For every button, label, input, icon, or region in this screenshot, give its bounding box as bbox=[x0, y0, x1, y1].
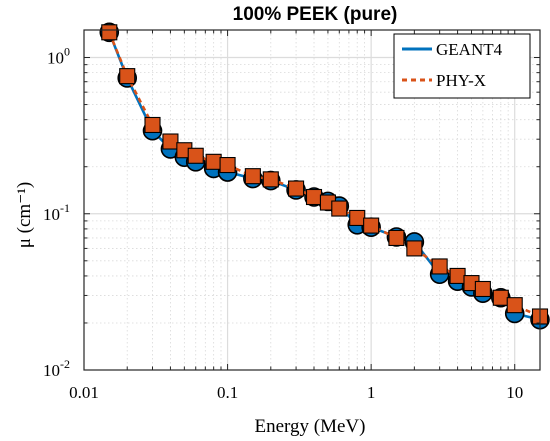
data-point-square bbox=[331, 200, 348, 217]
y-tick-label: 100 bbox=[47, 45, 70, 68]
data-point-square bbox=[363, 217, 380, 234]
tick-labels: 0.01 0.1 1 10 10-2 10-1 100 bbox=[43, 45, 523, 402]
x-tick-label: 0.01 bbox=[69, 383, 99, 402]
data-point-square bbox=[349, 209, 366, 227]
x-tick-label: 0.1 bbox=[217, 383, 238, 402]
data-point-square bbox=[406, 240, 423, 257]
legend-label-geant4: GEANT4 bbox=[436, 40, 503, 59]
data-point-square bbox=[288, 180, 305, 197]
data-point-square bbox=[492, 289, 509, 306]
legend: GEANT4 PHY-X bbox=[393, 33, 531, 99]
data-point-square bbox=[219, 156, 236, 174]
x-tick-label: 1 bbox=[367, 383, 376, 402]
y-tick-label: 10-2 bbox=[43, 357, 70, 380]
x-axis-label: Energy (MeV) bbox=[255, 416, 366, 437]
y-tick-label: 10-1 bbox=[43, 201, 70, 224]
data-point-square bbox=[244, 168, 261, 185]
y-axis-label: μ (cm⁻¹) bbox=[14, 182, 35, 249]
axes bbox=[83, 29, 541, 371]
data-point-square bbox=[262, 171, 279, 188]
data-point-square bbox=[187, 147, 204, 164]
data-point-square bbox=[205, 153, 222, 170]
data-point-square bbox=[506, 297, 523, 314]
x-tick-label: 10 bbox=[506, 383, 523, 402]
data-point-square bbox=[388, 229, 405, 247]
chart-title: 100% PEEK (pure) bbox=[233, 4, 398, 25]
data-point-square bbox=[101, 24, 118, 41]
data-point-square bbox=[162, 133, 179, 150]
data-point-square bbox=[144, 116, 161, 134]
data-point-square bbox=[431, 258, 448, 275]
data-point-square bbox=[305, 188, 323, 206]
data-point-square bbox=[119, 68, 136, 85]
series-layer bbox=[99, 22, 550, 330]
data-point-square bbox=[449, 267, 466, 284]
plot-area-border bbox=[83, 29, 541, 371]
data-point-square bbox=[474, 280, 491, 298]
series-phy-x bbox=[101, 24, 549, 325]
legend-label-phyx: PHY-X bbox=[436, 71, 486, 90]
legend-box bbox=[393, 33, 531, 99]
